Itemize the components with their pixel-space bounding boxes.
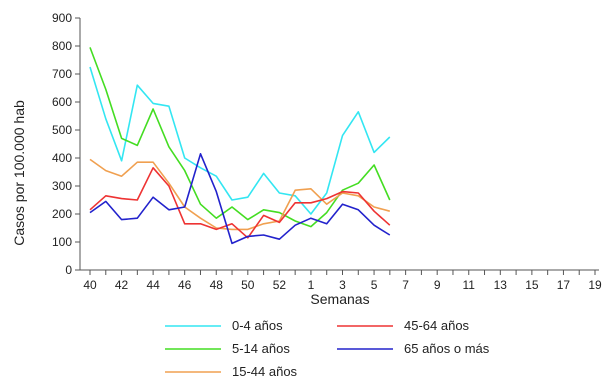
series-line-3 bbox=[89, 158, 391, 231]
y-tick-label: 700 bbox=[52, 67, 72, 81]
x-tick-label: 46 bbox=[178, 278, 192, 292]
series-line-1 bbox=[89, 66, 391, 215]
y-tick-label: 200 bbox=[52, 207, 72, 221]
y-tick-label: 300 bbox=[52, 179, 72, 193]
y-tick-label: 0 bbox=[65, 263, 72, 277]
legend-label-2: 5-14 años bbox=[232, 341, 290, 356]
y-tick-label: 600 bbox=[52, 95, 72, 109]
x-tick-label: 42 bbox=[115, 278, 129, 292]
axes: 0 100 200 300 400 500 600 700 800 900 40 42 44 46 48 50… bbox=[52, 11, 602, 292]
legend-label-4: 45-64 años bbox=[404, 318, 470, 333]
y-tick-label: 100 bbox=[52, 235, 72, 249]
x-tick-label: 3 bbox=[339, 278, 346, 292]
y-tick-label: 400 bbox=[52, 151, 72, 165]
legend-label-3: 15-44 años bbox=[232, 364, 298, 379]
y-tick-label: 500 bbox=[52, 123, 72, 137]
series-layer bbox=[89, 47, 391, 245]
y-tick-label: 900 bbox=[52, 11, 72, 25]
x-tick-label: 40 bbox=[83, 278, 97, 292]
x-tick-label: 48 bbox=[210, 278, 224, 292]
series-line-4 bbox=[89, 167, 391, 239]
x-tick-label: 7 bbox=[402, 278, 409, 292]
y-axis-title: Casos por 100.000 hab bbox=[11, 100, 27, 246]
x-tick-label: 15 bbox=[525, 278, 539, 292]
x-tick-label: 44 bbox=[146, 278, 160, 292]
x-tick-label: 13 bbox=[494, 278, 508, 292]
y-tick-label: 800 bbox=[52, 39, 72, 53]
legend: 0-4 años 45-64 años 5-14 años 65 años o más… bbox=[165, 318, 490, 379]
x-tick-label: 52 bbox=[273, 278, 287, 292]
legend-label-5: 65 años o más bbox=[404, 341, 490, 356]
x-tick-label: 50 bbox=[241, 278, 255, 292]
x-axis-title: Semanas bbox=[310, 291, 369, 307]
x-tick-label: 1 bbox=[308, 278, 315, 292]
x-tick-label: 11 bbox=[463, 278, 476, 292]
legend-label-1: 0-4 años bbox=[232, 318, 283, 333]
x-tick-label: 19 bbox=[588, 278, 602, 292]
x-tick-label: 5 bbox=[371, 278, 378, 292]
x-tick-label: 9 bbox=[434, 278, 441, 292]
series-line-5 bbox=[89, 153, 391, 245]
x-tick-label: 17 bbox=[557, 278, 571, 292]
